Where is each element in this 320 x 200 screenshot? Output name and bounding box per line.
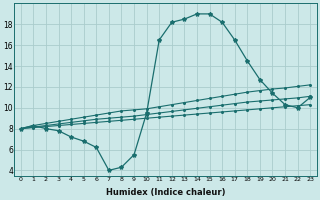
X-axis label: Humidex (Indice chaleur): Humidex (Indice chaleur) [106,188,225,197]
